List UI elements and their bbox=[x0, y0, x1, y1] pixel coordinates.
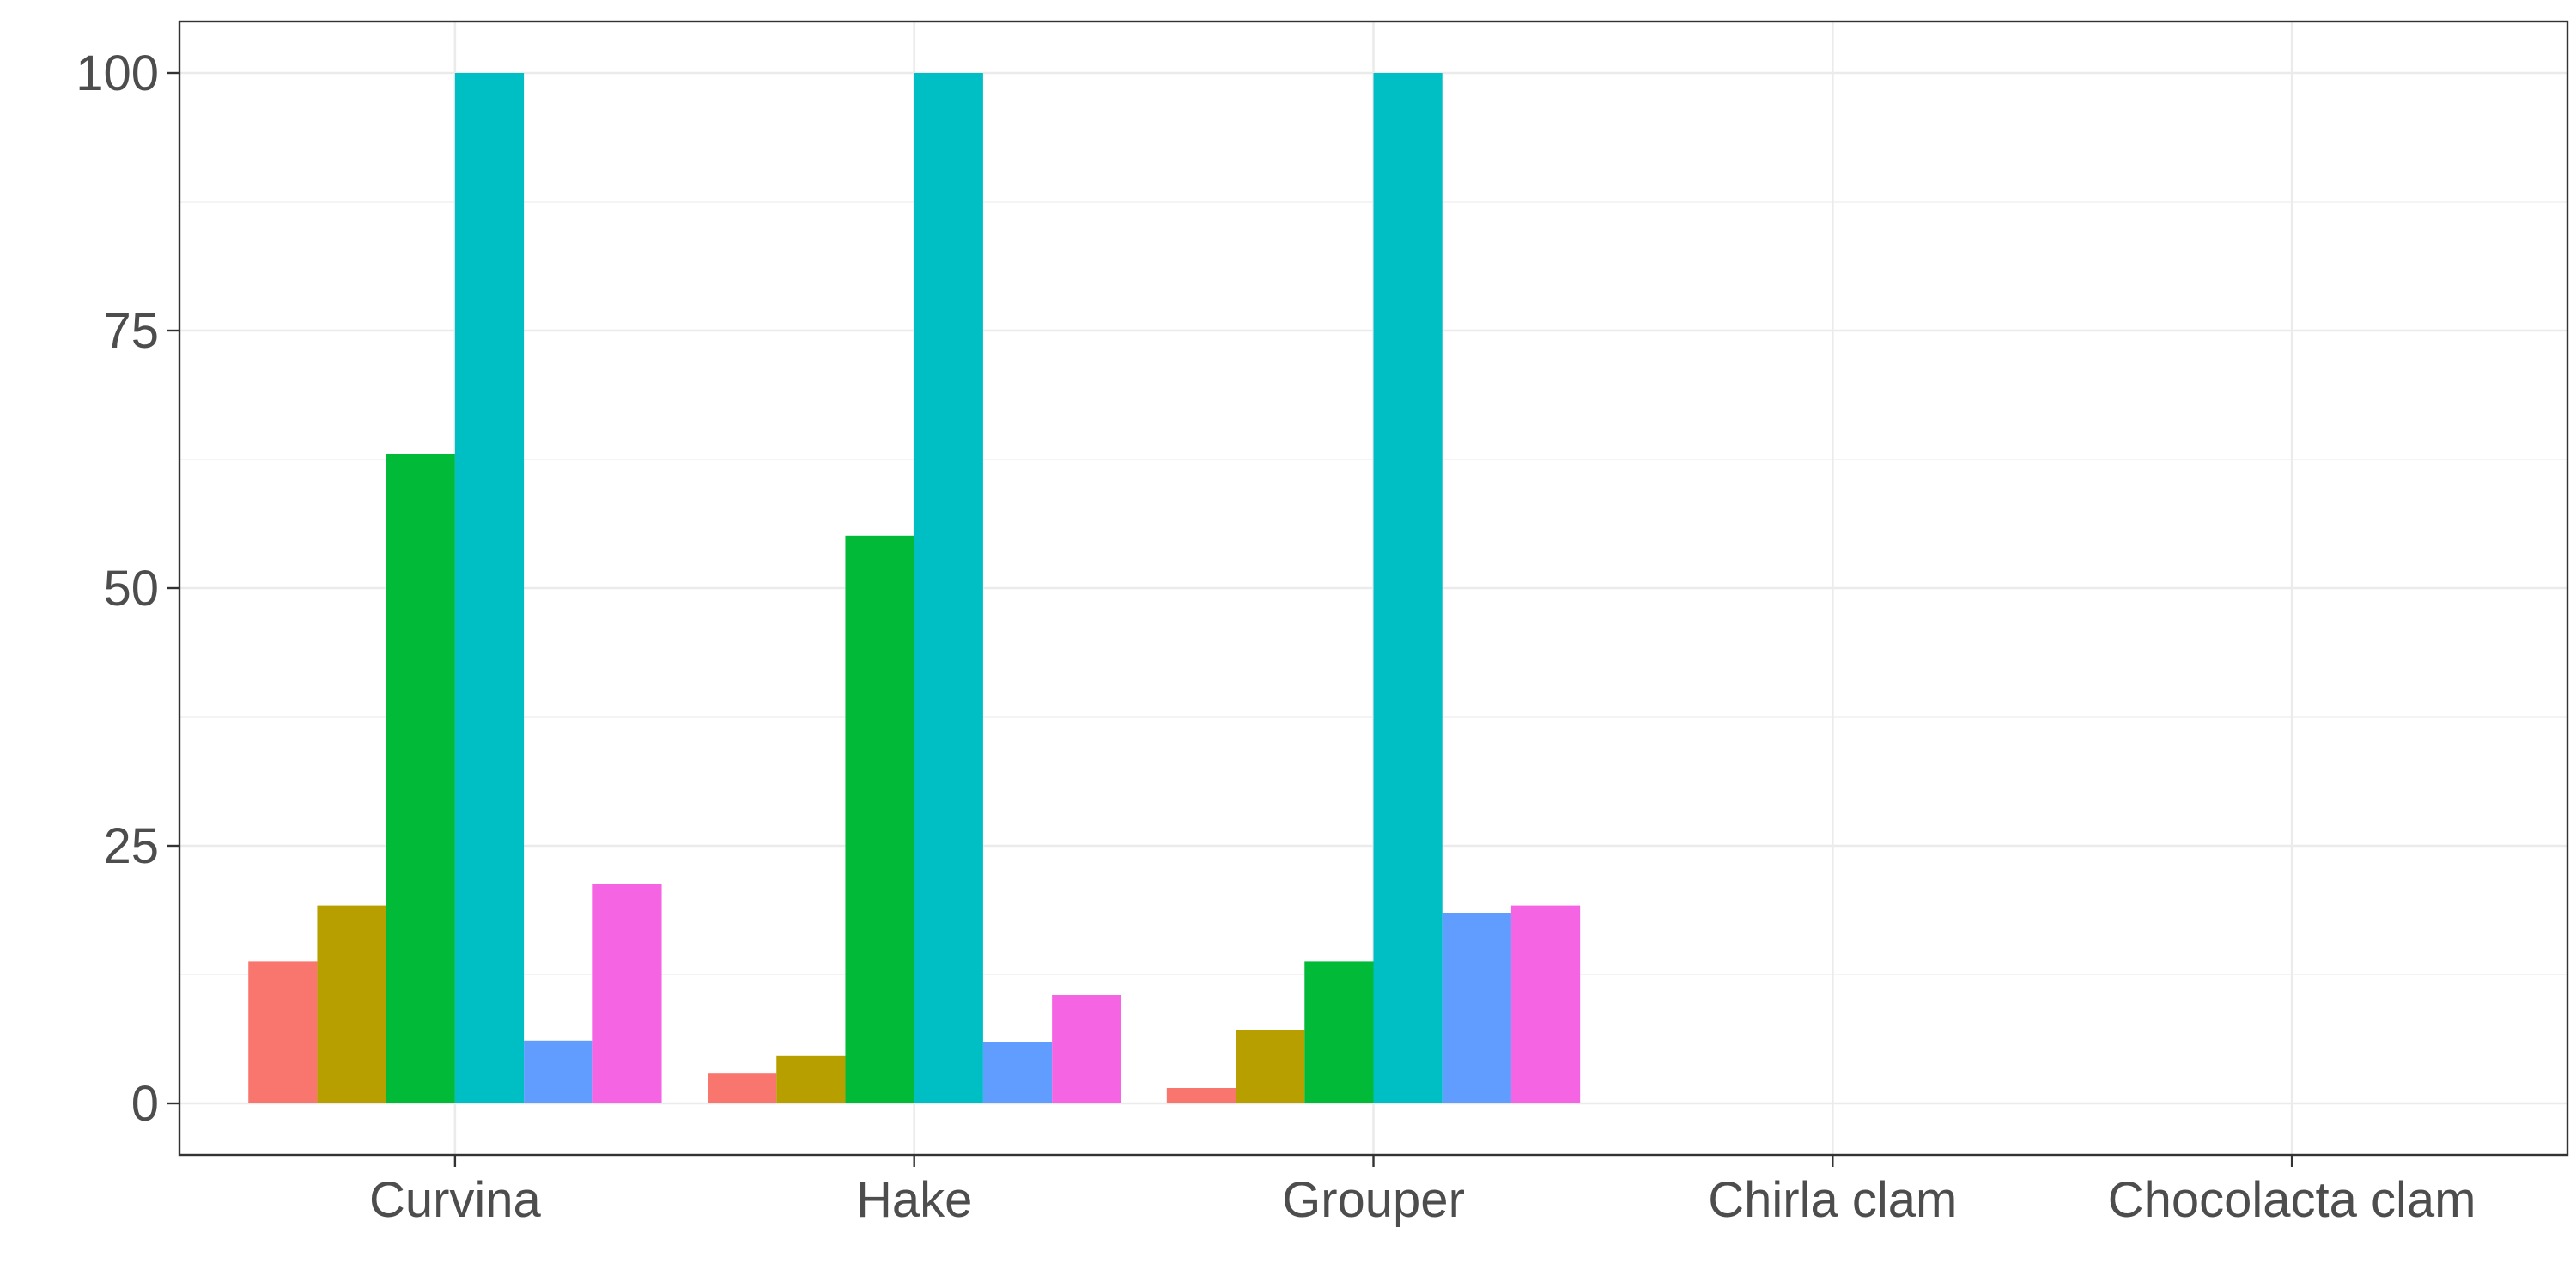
bar bbox=[592, 884, 662, 1103]
bar bbox=[317, 905, 386, 1103]
bar bbox=[1052, 995, 1121, 1103]
bar bbox=[1304, 961, 1374, 1103]
bar bbox=[524, 1040, 593, 1103]
x-tick-label: Chirla clam bbox=[1708, 1172, 1957, 1228]
y-tick-label: 0 bbox=[131, 1076, 159, 1132]
x-tick-label: Grouper bbox=[1282, 1172, 1465, 1228]
bar bbox=[845, 535, 914, 1103]
bar bbox=[914, 73, 983, 1103]
bar bbox=[776, 1055, 846, 1103]
y-tick-label: 25 bbox=[103, 818, 159, 874]
x-tick-label: Curvina bbox=[369, 1172, 542, 1228]
bar bbox=[1373, 73, 1443, 1103]
bar bbox=[1442, 913, 1511, 1103]
y-tick-label: 100 bbox=[76, 46, 159, 101]
y-tick-label: 75 bbox=[103, 303, 159, 359]
bar bbox=[454, 73, 525, 1103]
bar bbox=[1236, 1030, 1305, 1103]
bars bbox=[248, 73, 1581, 1103]
bar bbox=[248, 961, 318, 1103]
x-tick-label: Chocolacta clam bbox=[2108, 1172, 2476, 1228]
y-tick-label: 50 bbox=[103, 561, 159, 617]
x-tick-label: Hake bbox=[856, 1172, 972, 1228]
axes: 0 25 50 75 100 Curvina Hake Grouper Chirla clam C… bbox=[76, 46, 2476, 1228]
bar bbox=[708, 1073, 777, 1103]
bar bbox=[1510, 905, 1581, 1103]
bar bbox=[982, 1042, 1053, 1103]
bar bbox=[386, 454, 455, 1103]
bar bbox=[1166, 1088, 1236, 1103]
